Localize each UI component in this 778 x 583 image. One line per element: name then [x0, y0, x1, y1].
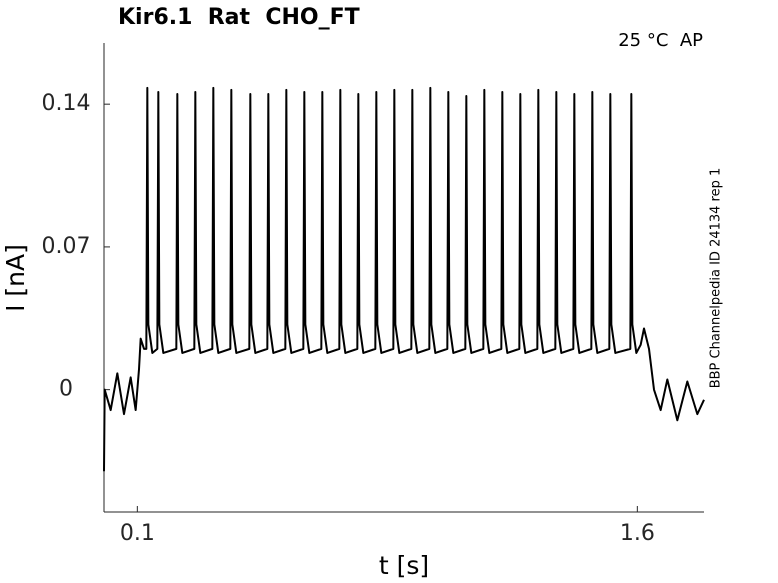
chart-title: Kir6.1 Rat CHO_FT	[118, 5, 360, 30]
side-label: BBP Channelpedia ID 24134 rep 1	[709, 168, 724, 389]
current-trace	[103, 86, 705, 472]
y-axis-label: I [nA]	[1, 244, 30, 312]
y-tick-label: 0	[59, 377, 73, 402]
y-tick-label: 0.14	[42, 91, 91, 116]
x-tick-label: 0.1	[120, 521, 155, 546]
annotation: 25 °C AP	[618, 30, 703, 51]
x-axis-label: t [s]	[379, 551, 429, 580]
x-tick-label: 1.6	[620, 521, 655, 546]
y-tick-label: 0.07	[42, 234, 91, 259]
